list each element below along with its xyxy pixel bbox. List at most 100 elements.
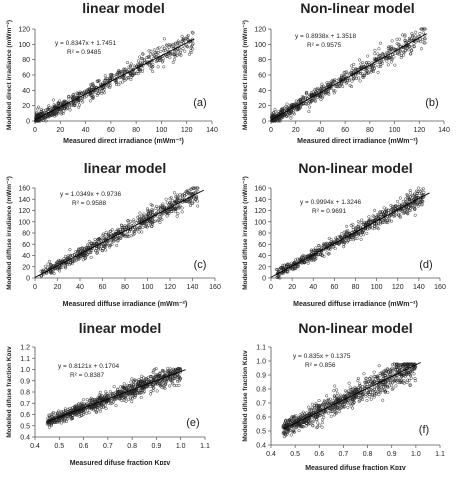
data-point <box>53 105 57 109</box>
y-tick-label: 40 <box>258 253 266 260</box>
data-point <box>117 83 121 87</box>
data-point <box>398 37 402 41</box>
data-point <box>192 199 196 203</box>
data-point <box>329 81 333 85</box>
data-point <box>100 84 104 88</box>
data-point <box>131 74 135 78</box>
data-point <box>411 34 415 38</box>
data-point <box>364 392 368 396</box>
data-point <box>104 236 108 240</box>
data-point <box>419 189 423 193</box>
data-point <box>278 115 282 120</box>
data-point <box>175 377 179 381</box>
data-point <box>114 80 118 84</box>
data-point <box>363 223 367 227</box>
data-point <box>331 80 335 84</box>
data-point <box>284 267 288 271</box>
data-point <box>402 363 406 367</box>
data-point <box>160 368 164 372</box>
data-point <box>294 99 298 103</box>
data-point <box>399 56 403 60</box>
data-point <box>351 402 355 406</box>
data-point <box>283 419 288 423</box>
data-point <box>348 385 352 389</box>
data-point <box>399 365 403 370</box>
x-tick-label: 80 <box>132 127 140 134</box>
data-point <box>183 49 187 53</box>
data-point <box>313 249 317 253</box>
data-point <box>77 257 81 261</box>
panel-label: (f) <box>419 424 429 436</box>
r-squared-label: R² = 0.9691 <box>312 208 347 215</box>
data-point <box>373 208 377 212</box>
data-point <box>361 74 365 78</box>
data-point <box>173 200 177 204</box>
y-axis-label: Modelled difuse fraction Kᴅɪᴠ <box>242 350 249 442</box>
data-point <box>85 398 89 402</box>
y-tick-label: 160 <box>254 186 266 193</box>
data-point <box>279 110 283 114</box>
data-point <box>332 389 336 393</box>
data-point <box>372 393 376 397</box>
data-point <box>39 108 44 112</box>
x-tick-label: 0 <box>269 127 273 134</box>
y-tick-label: 80 <box>22 57 30 64</box>
data-point <box>377 364 381 368</box>
data-point <box>395 37 399 41</box>
data-point <box>85 90 89 94</box>
data-point <box>122 382 126 386</box>
r-squared-label: R² = 0.9575 <box>307 42 342 49</box>
data-point <box>308 105 312 109</box>
data-point <box>50 412 54 416</box>
y-tick-label: 0.8 <box>256 387 266 394</box>
data-point <box>126 219 130 223</box>
data-point <box>95 246 99 250</box>
data-point <box>168 56 172 60</box>
data-point <box>317 95 321 99</box>
data-point <box>318 423 322 427</box>
data-point <box>162 374 166 378</box>
data-point <box>147 63 151 67</box>
data-point <box>306 257 310 261</box>
y-tick-label: 0.9 <box>256 373 266 380</box>
data-point <box>350 402 354 406</box>
data-point <box>291 102 295 107</box>
data-point <box>390 57 394 61</box>
data-point <box>404 205 408 209</box>
regression-line <box>46 369 186 423</box>
data-point <box>122 67 126 71</box>
x-tick-label: 0.7 <box>339 451 349 458</box>
data-point <box>301 95 305 99</box>
data-point <box>103 74 107 78</box>
data-point <box>367 60 371 65</box>
data-point <box>110 242 114 246</box>
data-point <box>335 397 339 401</box>
data-point <box>58 260 62 264</box>
data-point <box>403 34 407 38</box>
data-point <box>321 410 326 414</box>
data-point <box>358 58 362 62</box>
regression-equation: y = 1.0349x + 0.9736 <box>60 191 121 198</box>
data-point <box>370 65 374 69</box>
data-point <box>412 194 416 198</box>
data-point <box>57 269 62 273</box>
data-point <box>62 99 66 103</box>
data-point <box>321 413 325 417</box>
data-point <box>126 234 130 238</box>
data-point <box>338 241 342 245</box>
data-point <box>105 392 109 396</box>
y-tick-label: 0 <box>262 119 266 126</box>
data-point <box>371 380 375 385</box>
data-point <box>97 393 101 397</box>
data-point <box>162 37 166 41</box>
data-point <box>384 371 388 376</box>
data-point <box>163 370 167 375</box>
data-point <box>285 429 289 433</box>
data-point <box>140 230 144 234</box>
data-point <box>366 54 370 58</box>
data-point <box>166 47 170 51</box>
x-tick-label: 100 <box>142 284 154 291</box>
data-point <box>385 59 389 63</box>
data-point <box>336 85 340 89</box>
x-tick-label: 0.6 <box>314 451 324 458</box>
